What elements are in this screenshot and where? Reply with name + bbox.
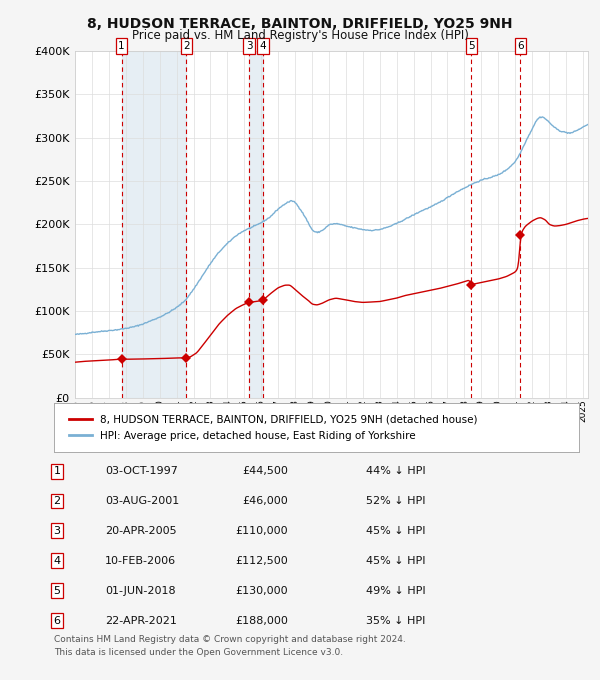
- Text: £188,000: £188,000: [235, 615, 288, 626]
- Text: 35% ↓ HPI: 35% ↓ HPI: [366, 615, 425, 626]
- Text: 20-APR-2005: 20-APR-2005: [105, 526, 176, 536]
- Text: £130,000: £130,000: [235, 585, 288, 596]
- Text: 3: 3: [53, 526, 61, 536]
- Text: 4: 4: [53, 556, 61, 566]
- Text: 1: 1: [118, 41, 125, 51]
- Text: 49% ↓ HPI: 49% ↓ HPI: [366, 585, 425, 596]
- Text: Price paid vs. HM Land Registry's House Price Index (HPI): Price paid vs. HM Land Registry's House …: [131, 29, 469, 41]
- Text: 5: 5: [53, 585, 61, 596]
- Text: 10-FEB-2006: 10-FEB-2006: [105, 556, 176, 566]
- Text: 2: 2: [183, 41, 190, 51]
- Text: 45% ↓ HPI: 45% ↓ HPI: [366, 526, 425, 536]
- Text: 03-OCT-1997: 03-OCT-1997: [105, 466, 178, 476]
- Text: 5: 5: [468, 41, 475, 51]
- Text: £44,500: £44,500: [242, 466, 288, 476]
- Text: £46,000: £46,000: [242, 496, 288, 506]
- Legend: 8, HUDSON TERRACE, BAINTON, DRIFFIELD, YO25 9NH (detached house), HPI: Average p: 8, HUDSON TERRACE, BAINTON, DRIFFIELD, Y…: [64, 411, 482, 445]
- Bar: [250, 51, 263, 398]
- Text: 44% ↓ HPI: 44% ↓ HPI: [366, 466, 425, 476]
- Text: 52% ↓ HPI: 52% ↓ HPI: [366, 496, 425, 506]
- Text: £110,000: £110,000: [235, 526, 288, 536]
- Text: 2: 2: [53, 496, 61, 506]
- Text: Contains HM Land Registry data © Crown copyright and database right 2024.
This d: Contains HM Land Registry data © Crown c…: [54, 635, 406, 657]
- Text: 6: 6: [53, 615, 61, 626]
- Text: 45% ↓ HPI: 45% ↓ HPI: [366, 556, 425, 566]
- Text: 22-APR-2021: 22-APR-2021: [105, 615, 177, 626]
- Text: 1: 1: [53, 466, 61, 476]
- Text: 01-JUN-2018: 01-JUN-2018: [105, 585, 176, 596]
- Text: 3: 3: [246, 41, 253, 51]
- Text: 4: 4: [260, 41, 266, 51]
- Text: 8, HUDSON TERRACE, BAINTON, DRIFFIELD, YO25 9NH: 8, HUDSON TERRACE, BAINTON, DRIFFIELD, Y…: [87, 17, 513, 31]
- Bar: [122, 51, 187, 398]
- Text: 6: 6: [517, 41, 524, 51]
- Text: £112,500: £112,500: [235, 556, 288, 566]
- Text: 03-AUG-2001: 03-AUG-2001: [105, 496, 179, 506]
